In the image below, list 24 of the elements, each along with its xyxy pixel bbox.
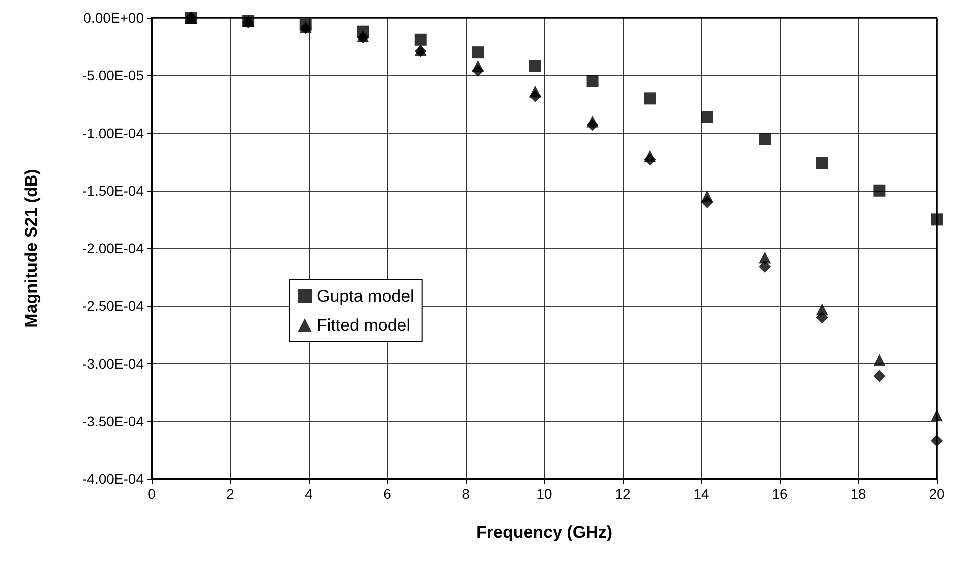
x-tick-label: 2 (226, 486, 235, 502)
y-tick-label: -3.50E-04 (82, 413, 144, 430)
x-tick-label: 12 (615, 486, 631, 502)
y-tick-label: -3.00E-04 (82, 356, 144, 372)
x-tick-label: 4 (305, 486, 314, 502)
legend-label: Gupta model (317, 287, 414, 306)
legend-label: Fitted model (317, 316, 411, 335)
x-tick-label: 10 (536, 486, 552, 502)
y-tick-label: -2.50E-04 (82, 298, 144, 314)
y-tick-label: 0.00E+00 (84, 10, 144, 26)
x-tick-label: 8 (462, 486, 470, 502)
x-tick-label: 16 (772, 486, 788, 502)
y-tick-label: -5.00E-05 (82, 68, 144, 84)
y-tick-label: -1.00E-04 (82, 125, 144, 142)
x-tick-label: 20 (929, 486, 945, 502)
x-tick-label: 18 (850, 486, 866, 502)
x-axis-title: Frequency (GHz) (476, 523, 613, 542)
x-tick-label: 6 (384, 486, 392, 502)
y-tick-label: -2.00E-04 (82, 240, 144, 256)
y-tick-label: -1.50E-04 (82, 182, 144, 199)
y-tick-label: -4.00E-04 (82, 471, 144, 487)
y-axis-title: Magnitude S21 (dB) (22, 169, 41, 328)
x-tick-label: 14 (694, 486, 710, 502)
x-tick-label: 0 (148, 486, 156, 502)
